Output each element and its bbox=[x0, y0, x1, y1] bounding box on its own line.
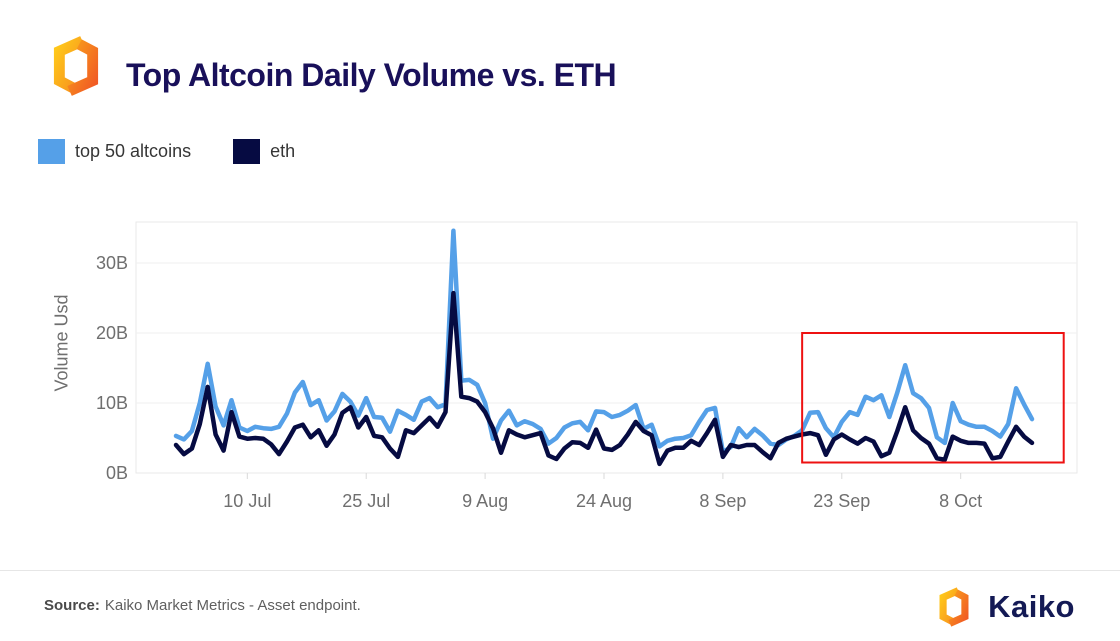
kaiko-logo-icon bbox=[939, 587, 969, 627]
footer: Source: Kaiko Market Metrics - Asset endp… bbox=[0, 570, 1120, 641]
altcoins-line bbox=[173, 228, 1035, 455]
y-tick-label: 10B bbox=[96, 393, 128, 413]
legend-label-eth: eth bbox=[270, 141, 296, 161]
y-axis-title: Volume Usd bbox=[51, 294, 72, 392]
x-tick-label: 8 Sep bbox=[699, 491, 746, 511]
page-title: Top Altcoin Daily Volume vs. ETH bbox=[126, 57, 617, 93]
legend-item-eth: eth bbox=[233, 139, 295, 164]
legend-item-altcoins: top 50 altcoins bbox=[38, 139, 191, 164]
highlight-box bbox=[801, 332, 1065, 464]
kaiko-logo-icon bbox=[53, 36, 99, 96]
source-text: Kaiko Market Metrics - Asset endpoint. bbox=[104, 597, 361, 614]
x-tick-label: 9 Aug bbox=[462, 491, 508, 511]
chart-legend: top 50 altcoins eth bbox=[38, 139, 295, 164]
altcoins-swatch-icon bbox=[38, 139, 65, 164]
eth-line bbox=[173, 290, 1035, 467]
y-tick-label: 30B bbox=[96, 253, 128, 273]
x-tick-label: 8 Oct bbox=[939, 491, 982, 511]
y-tick-label: 0B bbox=[106, 463, 128, 483]
source-label: Source: bbox=[44, 597, 100, 614]
brand-name: Kaiko bbox=[988, 589, 1075, 624]
x-tick-label: 23 Sep bbox=[813, 491, 870, 511]
brand-lockup: Kaiko bbox=[933, 586, 1075, 628]
x-tick-label: 24 Aug bbox=[576, 491, 632, 511]
plot-border bbox=[135, 221, 1078, 474]
y-tick-label: 20B bbox=[96, 323, 128, 343]
x-tick-label: 10 Jul bbox=[223, 491, 271, 511]
source-note: Source: Kaiko Market Metrics - Asset endp… bbox=[44, 597, 361, 614]
legend-label-altcoins: top 50 altcoins bbox=[75, 141, 192, 161]
x-tick-label: 25 Jul bbox=[342, 491, 390, 511]
eth-swatch-icon bbox=[233, 139, 261, 164]
